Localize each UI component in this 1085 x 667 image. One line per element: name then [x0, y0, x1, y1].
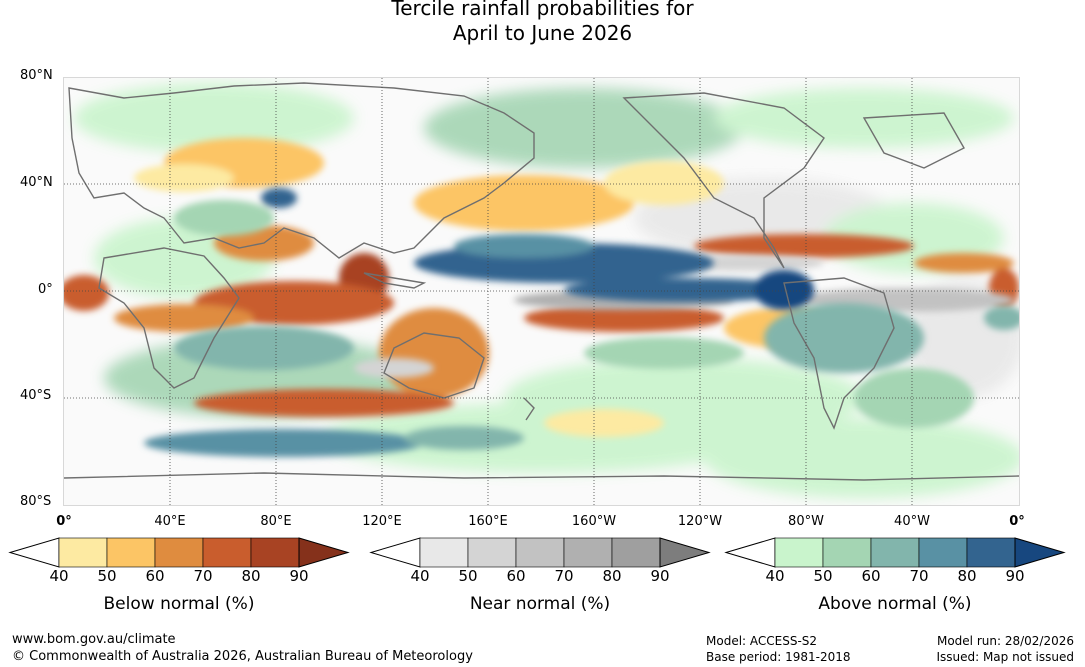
map-canvas — [64, 78, 1019, 505]
lon-label-120w: 120°W — [677, 514, 723, 529]
lon-label-160w: 160°W — [571, 514, 617, 529]
legend-near-swatch-0 — [369, 537, 421, 568]
lon-label-0-right: 0° — [1009, 514, 1025, 529]
legend-below-tick-90: 90 — [289, 567, 309, 585]
rainfall-probability-map — [63, 77, 1020, 506]
footer-url: www.bom.gov.au/climate — [12, 632, 176, 647]
footer-model-run: Model run: 28/02/2026 — [936, 634, 1074, 648]
legend-above-swatch-6 — [1014, 537, 1066, 568]
legend-near-tick-60: 60 — [506, 567, 526, 585]
coastlines — [64, 82, 1019, 481]
legend-below-swatch-4 — [202, 537, 252, 568]
legend-above-normal — [724, 537, 1066, 568]
legend-above-tick-90: 90 — [1005, 567, 1025, 585]
lon-label-0-left: 0° — [56, 514, 72, 529]
legend-above-normal-colorbar — [724, 537, 1066, 568]
title-line-2: April to June 2026 — [452, 21, 633, 45]
legend-above-tick-60: 60 — [861, 567, 881, 585]
legend-below-swatch-1 — [58, 537, 108, 568]
legend-above-swatch-4 — [918, 537, 968, 568]
legend-below-tick-50: 50 — [97, 567, 117, 585]
legend-near-tick-50: 50 — [458, 567, 478, 585]
title-line-1: Tercile rainfall probabilities for — [391, 0, 694, 20]
legend-below-normal — [8, 537, 350, 568]
footer-left: www.bom.gov.au/climate © Commonwealth of… — [12, 631, 473, 665]
lon-label-40w: 40°W — [894, 514, 930, 529]
legend-below-swatch-3 — [154, 537, 204, 568]
legend-above-tick-70: 70 — [909, 567, 929, 585]
legend-below-tick-40: 40 — [49, 567, 69, 585]
below-normal-regions — [64, 138, 1019, 437]
legend-below-swatch-2 — [106, 537, 156, 568]
legend-below-normal-colorbar — [8, 537, 350, 568]
legend-above-swatch-0 — [724, 537, 776, 568]
legend-above-tick-40: 40 — [765, 567, 785, 585]
legend-below-title: Below normal (%) — [103, 594, 255, 614]
lon-label-40e: 40°E — [154, 514, 186, 529]
legend-above-tick-80: 80 — [957, 567, 977, 585]
legend-near-tick-80: 80 — [602, 567, 622, 585]
legend-below-swatch-5 — [250, 537, 300, 568]
lon-label-80e: 80°E — [260, 514, 292, 529]
footer-model-info: Model: ACCESS-S2 Base period: 1981-2018 — [706, 633, 851, 665]
footer-base-period: Base period: 1981-2018 — [706, 650, 851, 664]
lat-label-40s: 40°S — [20, 388, 52, 403]
legend-above-title: Above normal (%) — [818, 594, 972, 614]
legend-near-normal — [369, 537, 711, 568]
footer-issued: Issued: Map not issued — [936, 650, 1074, 664]
lon-label-120e: 120°E — [362, 514, 402, 529]
legend-near-swatch-5 — [611, 537, 661, 568]
lat-label-80s: 80°S — [20, 494, 52, 509]
legend-near-tick-40: 40 — [410, 567, 430, 585]
legend-below-tick-80: 80 — [241, 567, 261, 585]
legend-near-normal-colorbar — [369, 537, 711, 568]
footer-model: Model: ACCESS-S2 — [706, 634, 818, 648]
legend-below-tick-60: 60 — [145, 567, 165, 585]
footer-copyright: © Commonwealth of Australia 2026, Austra… — [12, 649, 473, 664]
legend-below-swatch-6 — [298, 537, 350, 568]
legend-above-tick-50: 50 — [813, 567, 833, 585]
legend-above-swatch-2 — [822, 537, 872, 568]
legend-near-swatch-2 — [467, 537, 517, 568]
legend-above-swatch-1 — [774, 537, 824, 568]
footer-run-info: Model run: 28/02/2026 Issued: Map not is… — [936, 633, 1074, 665]
legend-near-tick-90: 90 — [650, 567, 670, 585]
legend-near-swatch-6 — [659, 537, 711, 568]
legend-near-swatch-1 — [419, 537, 469, 568]
legend-below-tick-70: 70 — [193, 567, 213, 585]
lon-label-160e: 160°E — [468, 514, 508, 529]
legend-near-tick-70: 70 — [554, 567, 574, 585]
legend-near-title: Near normal (%) — [469, 594, 611, 614]
lat-label-40n: 40°N — [20, 175, 53, 190]
lat-label-equator: 0° — [38, 282, 53, 297]
legend-near-swatch-3 — [515, 537, 565, 568]
legend-below-swatch-0 — [8, 537, 60, 568]
lon-label-80w: 80°W — [788, 514, 824, 529]
map-title: Tercile rainfall probabilities for April… — [0, 0, 1085, 46]
legend-near-swatch-4 — [563, 537, 613, 568]
legend-above-swatch-3 — [870, 537, 920, 568]
lat-label-80n: 80°N — [20, 68, 53, 83]
legend-above-swatch-5 — [966, 537, 1016, 568]
graticule — [64, 78, 1019, 505]
